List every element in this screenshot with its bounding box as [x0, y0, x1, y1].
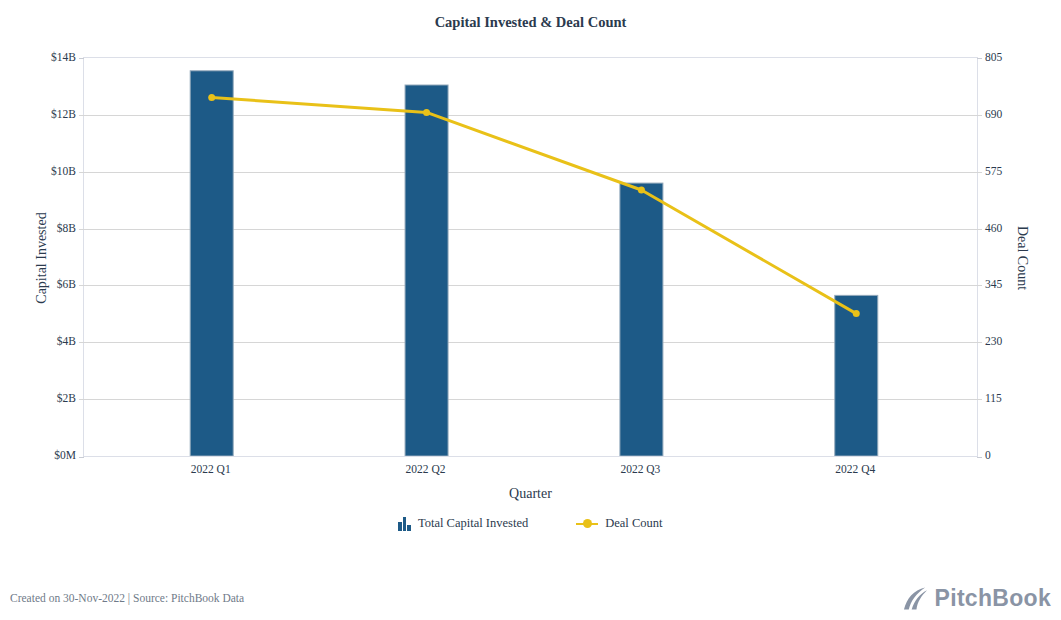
bar-2022-q1: [190, 71, 233, 456]
right-axis-tick-label: 230: [985, 335, 1045, 347]
pitchbook-quill-icon: [903, 586, 928, 612]
left-axis-tick-label: $12B: [0, 108, 76, 120]
line-marker-icon: [576, 519, 598, 528]
axis-tick: [977, 58, 982, 59]
right-axis-tick-label: 805: [985, 51, 1045, 63]
x-axis-category-label: 2022 Q1: [161, 463, 261, 475]
left-axis-tick-label: $6B: [0, 278, 76, 290]
left-axis-tick-label: $0M: [0, 449, 76, 461]
left-axis-tick-label: $8B: [0, 222, 76, 234]
x-axis-category-label: 2022 Q4: [805, 463, 905, 475]
legend: Total Capital Invested Deal Count: [83, 516, 978, 531]
deal-count-line: [212, 98, 857, 314]
bar-2022-q4: [835, 295, 878, 456]
x-axis-category-label: 2022 Q3: [590, 463, 690, 475]
right-axis-title: Deal Count: [1014, 203, 1030, 313]
deal-count-point-2022-q1: [208, 94, 215, 101]
left-axis-tick-label: $10B: [0, 165, 76, 177]
axis-tick: [79, 457, 84, 458]
legend-item-total-capital-invested: Total Capital Invested: [398, 516, 528, 531]
left-axis-tick-label: $14B: [0, 51, 76, 63]
left-axis-tick-label: $2B: [0, 392, 76, 404]
axis-tick: [977, 457, 982, 458]
left-axis-tick-label: $4B: [0, 335, 76, 347]
x-axis-category-label: 2022 Q2: [376, 463, 476, 475]
right-axis-tick-label: 115: [985, 392, 1045, 404]
pitchbook-logo: PitchBook: [903, 585, 1051, 612]
legend-item-deal-count: Deal Count: [576, 516, 662, 531]
deal-count-point-2022-q4: [853, 310, 860, 317]
x-axis-title: Quarter: [83, 486, 978, 502]
legend-label: Total Capital Invested: [418, 516, 528, 531]
right-axis-tick-label: 575: [985, 165, 1045, 177]
bar-2022-q2: [405, 85, 448, 456]
footer-attribution: Created on 30-Nov-2022 | Source: PitchBo…: [10, 592, 244, 604]
chart-page: Capital Invested & Deal Count Capital In…: [0, 0, 1061, 620]
chart-title: Capital Invested & Deal Count: [83, 14, 978, 31]
right-axis-tick-label: 345: [985, 278, 1045, 290]
right-axis-tick-label: 0: [985, 449, 1045, 461]
right-axis-tick-label: 460: [985, 222, 1045, 234]
deal-count-point-2022-q2: [423, 109, 430, 116]
plot-area: [83, 57, 978, 457]
deal-count-point-2022-q3: [638, 187, 645, 194]
pitchbook-logo-text: PitchBook: [935, 585, 1051, 612]
chart-canvas: [84, 58, 977, 456]
bar-2022-q3: [620, 183, 663, 456]
right-axis-tick-label: 690: [985, 108, 1045, 120]
left-axis-title: Capital Invested: [34, 193, 50, 323]
legend-label: Deal Count: [605, 516, 662, 531]
bar-chart-icon: [398, 517, 411, 531]
